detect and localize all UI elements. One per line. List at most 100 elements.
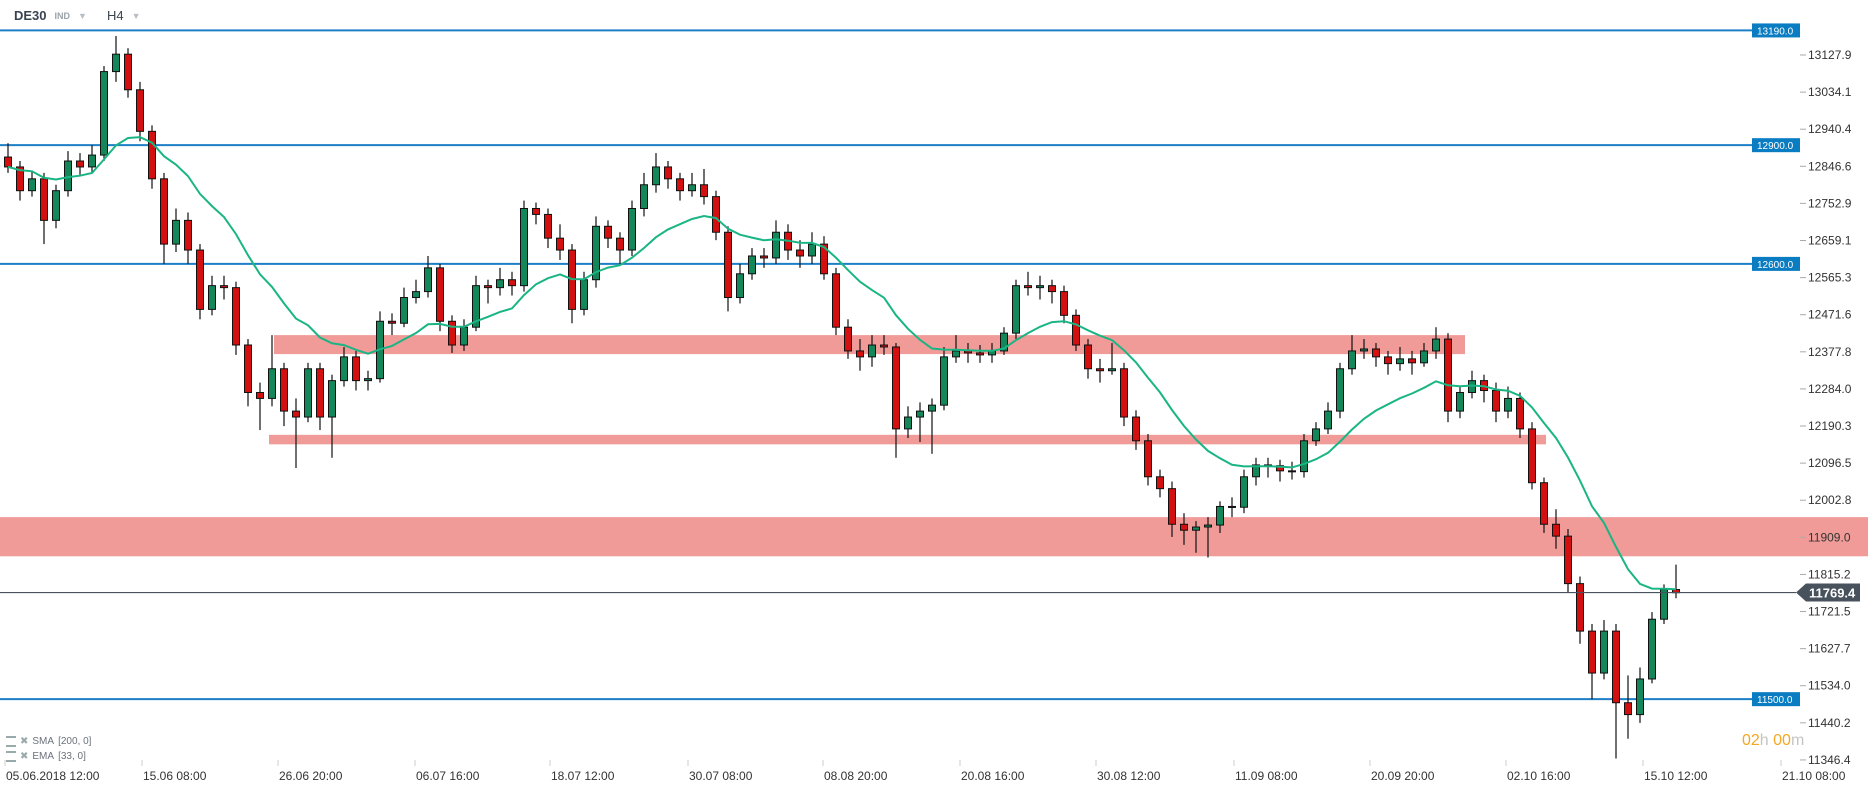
candle-down — [40, 178, 48, 221]
candle-up — [736, 273, 744, 299]
candle-up — [1396, 358, 1404, 365]
candle-down — [1588, 630, 1596, 674]
candle-down — [544, 213, 552, 239]
candle-down — [1540, 482, 1548, 525]
settings-icon[interactable] — [6, 736, 16, 747]
candle-up — [472, 285, 480, 328]
candle-down — [232, 287, 240, 346]
candle-down — [1132, 416, 1140, 442]
candle-down — [820, 243, 828, 275]
candle-up — [1192, 526, 1200, 531]
candle-down — [160, 178, 168, 245]
x-tick-label: 30.08 12:00 — [1097, 769, 1161, 783]
horizontal-levels: 13190.0 12900.0 12600.0 11500.0 — [0, 23, 1800, 707]
x-tick-label: 20.09 20:00 — [1371, 769, 1435, 783]
candle-up — [1300, 440, 1308, 473]
candle-down — [844, 326, 852, 352]
candle-down — [880, 344, 888, 348]
level-label-box — [1752, 23, 1800, 38]
candle-down — [1372, 348, 1380, 358]
indicator-sma[interactable]: ✖ SMA [200, 0] — [6, 736, 91, 747]
close-icon[interactable]: ✖ — [20, 736, 29, 747]
y-tick-label: 12284.0 — [1808, 382, 1852, 396]
y-tick-label: 12377.8 — [1808, 345, 1852, 359]
y-tick-label: 12190.3 — [1808, 419, 1852, 433]
time-axis[interactable]: 05.06.2018 12:00 15.06 08:00 26.06 20:00 06… — [4, 760, 1846, 783]
level-label: 12600.0 — [1757, 260, 1794, 271]
candle-down — [1612, 630, 1620, 704]
candle-up — [808, 243, 816, 257]
candle-down — [220, 285, 228, 289]
candle-up — [1252, 464, 1260, 478]
candle-up — [1660, 589, 1668, 620]
x-tick-label: 05.06.2018 12:00 — [6, 769, 100, 783]
candle-down — [1144, 440, 1152, 478]
current-price-label: 11769.4 — [1809, 586, 1856, 601]
candle-up — [1600, 630, 1608, 674]
timer-minutes: 00 — [1773, 732, 1791, 749]
candle-up — [364, 378, 372, 382]
candle-down — [664, 166, 672, 180]
y-tick-label: 12471.6 — [1808, 308, 1852, 322]
y-tick-label: 12565.3 — [1808, 271, 1852, 285]
y-tick-label: 11440.2 — [1808, 716, 1851, 730]
candle-down — [1084, 344, 1092, 370]
timeframe-selector[interactable]: H4 — [106, 8, 124, 23]
y-tick-label: 11534.0 — [1808, 679, 1851, 693]
candle-up — [328, 380, 336, 418]
candle-down — [184, 219, 192, 251]
candle-down — [1408, 358, 1416, 364]
x-tick-label: 11.09 08:00 — [1235, 769, 1298, 783]
candle-down — [1168, 488, 1176, 525]
zone — [0, 517, 1868, 557]
candle-down — [196, 249, 204, 310]
x-tick-label: 21.10 08:00 — [1782, 769, 1846, 783]
timer-hours: 02 — [1742, 732, 1760, 749]
candle-up — [1204, 524, 1212, 528]
y-tick-label: 12940.4 — [1808, 122, 1852, 136]
candle-up — [1108, 368, 1116, 372]
candle-down — [832, 273, 840, 328]
candle-down — [796, 249, 804, 257]
indicator-params: [200, 0] — [58, 736, 92, 747]
candle-up — [1360, 348, 1368, 352]
candle-up — [1456, 391, 1464, 412]
y-tick-label: 12846.6 — [1808, 159, 1852, 173]
candle-down — [436, 267, 444, 322]
candle-down — [316, 368, 324, 418]
candle-up — [916, 410, 924, 418]
candle-down — [1624, 702, 1632, 716]
settings-icon[interactable] — [6, 751, 16, 762]
chevron-down-icon[interactable]: ▼ — [78, 10, 87, 21]
candle-up — [928, 404, 936, 412]
candle-down — [1048, 285, 1056, 293]
candle-down — [124, 53, 132, 91]
candle-up — [496, 279, 504, 289]
candle-down — [760, 255, 768, 259]
candle-down — [352, 356, 360, 382]
candle-up — [208, 285, 216, 310]
candle-down — [1528, 428, 1536, 484]
candle-down — [508, 279, 516, 287]
candle-up — [772, 231, 780, 259]
current-price-label-box — [1796, 583, 1860, 602]
y-tick-label: 12096.5 — [1808, 456, 1852, 470]
candle-down — [76, 160, 84, 168]
candle-down — [1288, 470, 1296, 473]
symbol-selector[interactable]: DE30 — [14, 8, 47, 23]
candle-up — [1432, 338, 1440, 352]
candle-down — [676, 178, 684, 192]
candle-up — [1000, 332, 1008, 352]
level-label: 11500.0 — [1757, 695, 1793, 706]
indicator-ema[interactable]: ✖ EMA [33, 0] — [6, 751, 86, 762]
y-tick-label: 11721.5 — [1808, 605, 1851, 619]
current-price-marker: 11769.4 — [0, 583, 1860, 602]
candle-down — [136, 89, 144, 132]
level-label: 12900.0 — [1757, 141, 1794, 152]
candle-up — [424, 267, 432, 293]
chevron-down-icon[interactable]: ▼ — [131, 10, 141, 21]
price-axis[interactable]: 13127.9 13034.1 12940.4 12846.6 12752.9 12659… — [1800, 48, 1852, 767]
close-icon[interactable]: ✖ — [20, 751, 29, 762]
level-label-box — [1752, 692, 1800, 707]
